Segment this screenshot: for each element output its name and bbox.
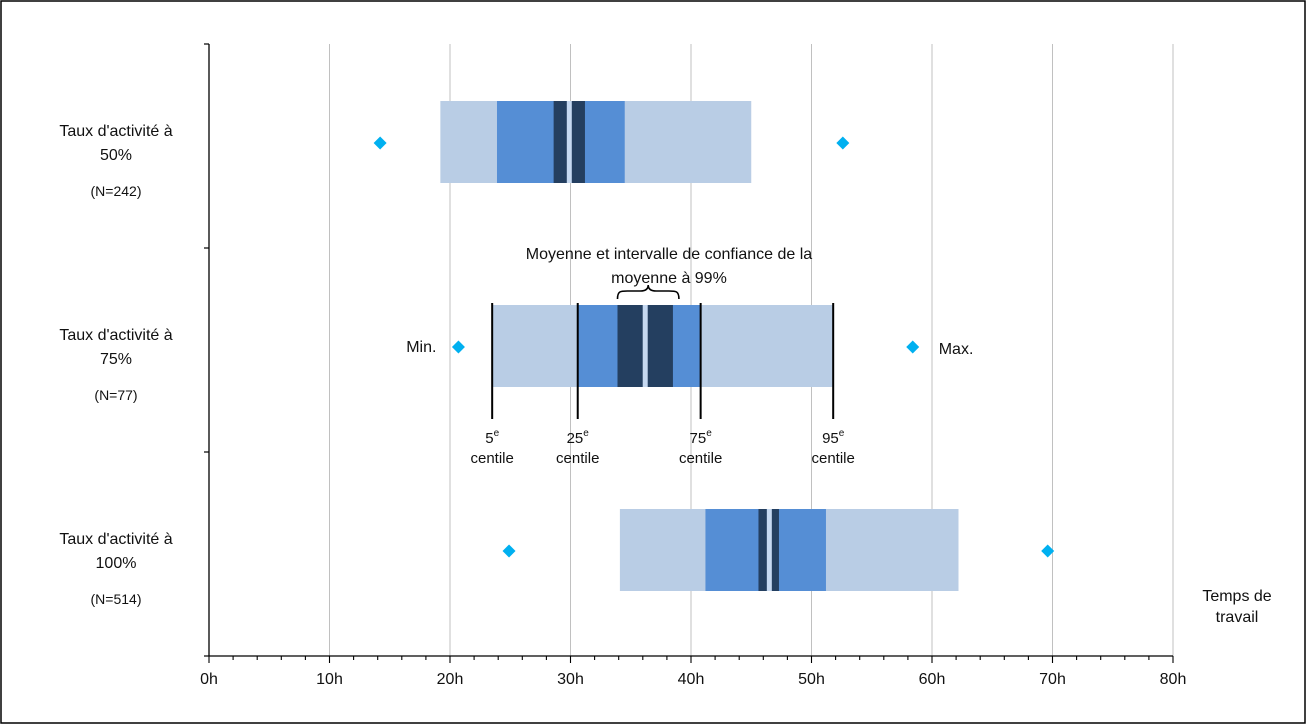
mean-line [642, 305, 648, 387]
min-marker [451, 340, 465, 354]
category-count-2: (N=77) [94, 387, 137, 403]
x-tick-label-20h: 20h [437, 671, 464, 688]
box-2 [451, 305, 920, 387]
max-label: Max. [939, 341, 974, 358]
x-tick-label-60h: 60h [919, 671, 946, 688]
x-tick-label-70h: 70h [1039, 671, 1066, 688]
max-marker [1041, 544, 1055, 558]
category-label-3: Taux d'activité à 100% [59, 531, 172, 572]
confidence-interval-brace [616, 284, 680, 300]
confidence-interval-label: Moyenne et intervalle de confiance de la… [526, 246, 813, 287]
category-count-1: (N=242) [91, 183, 142, 199]
min-label: Min. [406, 339, 436, 356]
axis-layer [204, 43, 1174, 663]
x-tick-label-80h: 80h [1160, 671, 1187, 688]
label-layer: 0h 10h 20h 30h 40h 50h 60h 70h 80h Temps de travai… [59, 123, 1271, 688]
box-layer [373, 101, 1055, 591]
percentile-word-p75: centile [679, 450, 722, 467]
percentile-label-p95: 95e [822, 428, 845, 447]
category-label-1: Taux d'activité à 50% [59, 123, 172, 164]
category-count-3: (N=514) [91, 591, 142, 607]
percentile-label-p5: 5e [485, 428, 499, 447]
annotation-layer: 5e centile 25e centile 75e centile 95e centile M… [406, 246, 973, 467]
x-tick-label-10h: 10h [316, 671, 343, 688]
percentile-word-p95: centile [812, 450, 855, 467]
x-tick-label-30h: 30h [557, 671, 584, 688]
percentile-label-p25: 25e [567, 428, 590, 447]
box-1 [373, 101, 850, 183]
x-axis-label: Temps de travail [1202, 588, 1271, 626]
box-3 [502, 509, 1055, 591]
percentile-word-p25: centile [556, 450, 599, 467]
mean-line [566, 101, 572, 183]
mean-line [766, 509, 772, 591]
percentile-label-p75: 75e [690, 428, 713, 447]
percentile-word-p5: centile [470, 450, 513, 467]
max-marker [836, 136, 850, 150]
x-tick-label-40h: 40h [678, 671, 705, 688]
x-tick-label-0h: 0h [200, 671, 218, 688]
x-tick-label-50h: 50h [798, 671, 825, 688]
min-marker [502, 544, 516, 558]
min-marker [373, 136, 387, 150]
max-marker [906, 340, 920, 354]
category-label-2: Taux d'activité à 75% [59, 327, 172, 368]
